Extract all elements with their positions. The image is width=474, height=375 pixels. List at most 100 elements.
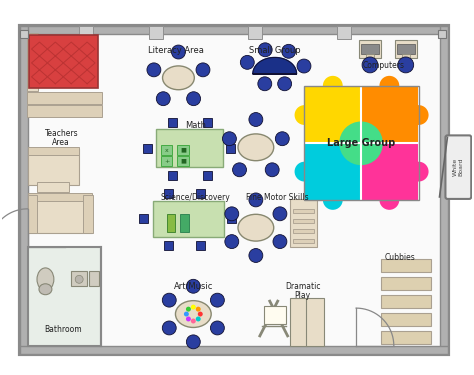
Circle shape: [172, 45, 185, 59]
Bar: [166, 214, 175, 232]
Text: Cubbies: Cubbies: [384, 253, 415, 262]
Circle shape: [196, 307, 201, 312]
Text: Math: Math: [185, 121, 206, 130]
Bar: [27, 195, 37, 232]
Circle shape: [258, 43, 272, 57]
Circle shape: [196, 316, 201, 321]
Circle shape: [210, 293, 224, 307]
Circle shape: [162, 293, 176, 307]
Bar: [149, 26, 163, 39]
Bar: [359, 40, 381, 58]
Ellipse shape: [238, 134, 273, 161]
Circle shape: [233, 163, 246, 177]
Bar: [292, 219, 314, 223]
Circle shape: [249, 193, 263, 207]
Circle shape: [398, 57, 414, 73]
Bar: [155, 129, 223, 167]
Text: +: +: [164, 159, 169, 164]
Bar: [292, 209, 314, 213]
Circle shape: [273, 207, 287, 221]
Bar: [381, 295, 430, 308]
Ellipse shape: [175, 301, 211, 327]
Circle shape: [294, 162, 314, 182]
FancyBboxPatch shape: [446, 135, 471, 199]
Bar: [438, 30, 447, 38]
Circle shape: [278, 77, 292, 91]
Bar: [440, 26, 448, 354]
Circle shape: [210, 321, 224, 335]
Text: Large Group: Large Group: [327, 138, 395, 148]
Bar: [27, 246, 101, 346]
Text: x: x: [164, 148, 168, 153]
Circle shape: [294, 105, 314, 125]
Circle shape: [275, 132, 289, 146]
Circle shape: [198, 312, 203, 316]
Circle shape: [249, 249, 263, 262]
Bar: [27, 149, 79, 185]
Polygon shape: [253, 57, 297, 74]
Bar: [203, 118, 212, 127]
Bar: [83, 195, 93, 232]
Bar: [337, 26, 351, 39]
Bar: [27, 193, 92, 201]
Bar: [27, 92, 102, 104]
Text: Art/Music: Art/Music: [173, 282, 213, 291]
Bar: [292, 238, 314, 243]
Bar: [177, 156, 189, 166]
Circle shape: [196, 63, 210, 77]
Circle shape: [186, 279, 201, 293]
Circle shape: [186, 307, 191, 312]
Text: Play: Play: [294, 291, 310, 300]
Circle shape: [240, 56, 254, 69]
Ellipse shape: [163, 66, 194, 90]
Bar: [381, 331, 430, 344]
Bar: [89, 272, 99, 286]
Ellipse shape: [39, 284, 52, 295]
Circle shape: [187, 92, 201, 106]
Bar: [27, 147, 79, 155]
Bar: [366, 54, 374, 58]
Text: Small Group: Small Group: [249, 45, 301, 54]
Bar: [304, 143, 361, 200]
Bar: [381, 278, 430, 290]
Circle shape: [147, 63, 161, 77]
Bar: [71, 272, 87, 286]
Circle shape: [75, 275, 83, 283]
Bar: [19, 346, 448, 354]
Bar: [161, 156, 173, 166]
Text: ■: ■: [181, 148, 186, 153]
Circle shape: [362, 57, 378, 73]
Bar: [361, 143, 418, 200]
Bar: [153, 201, 224, 237]
Bar: [19, 26, 448, 34]
Bar: [397, 44, 415, 54]
Bar: [181, 214, 189, 232]
Text: Computers: Computers: [363, 62, 405, 70]
Bar: [203, 171, 212, 180]
Text: Teachers: Teachers: [45, 129, 78, 138]
Bar: [19, 30, 27, 38]
Bar: [226, 144, 235, 153]
Bar: [227, 214, 236, 223]
Bar: [27, 33, 38, 91]
Text: Fine Motor Skills: Fine Motor Skills: [246, 194, 309, 202]
Bar: [402, 54, 410, 58]
Circle shape: [249, 112, 263, 126]
Bar: [19, 26, 27, 354]
Circle shape: [225, 235, 239, 249]
Circle shape: [273, 235, 287, 249]
Circle shape: [162, 321, 176, 335]
Circle shape: [222, 132, 237, 146]
Circle shape: [191, 318, 196, 324]
Bar: [292, 229, 314, 232]
Circle shape: [409, 162, 428, 182]
Bar: [196, 241, 205, 250]
Bar: [164, 189, 173, 198]
Bar: [19, 26, 448, 354]
Bar: [304, 86, 419, 200]
Bar: [139, 214, 148, 223]
Bar: [143, 144, 152, 153]
Circle shape: [258, 77, 272, 91]
Circle shape: [191, 304, 196, 310]
Circle shape: [156, 92, 170, 106]
